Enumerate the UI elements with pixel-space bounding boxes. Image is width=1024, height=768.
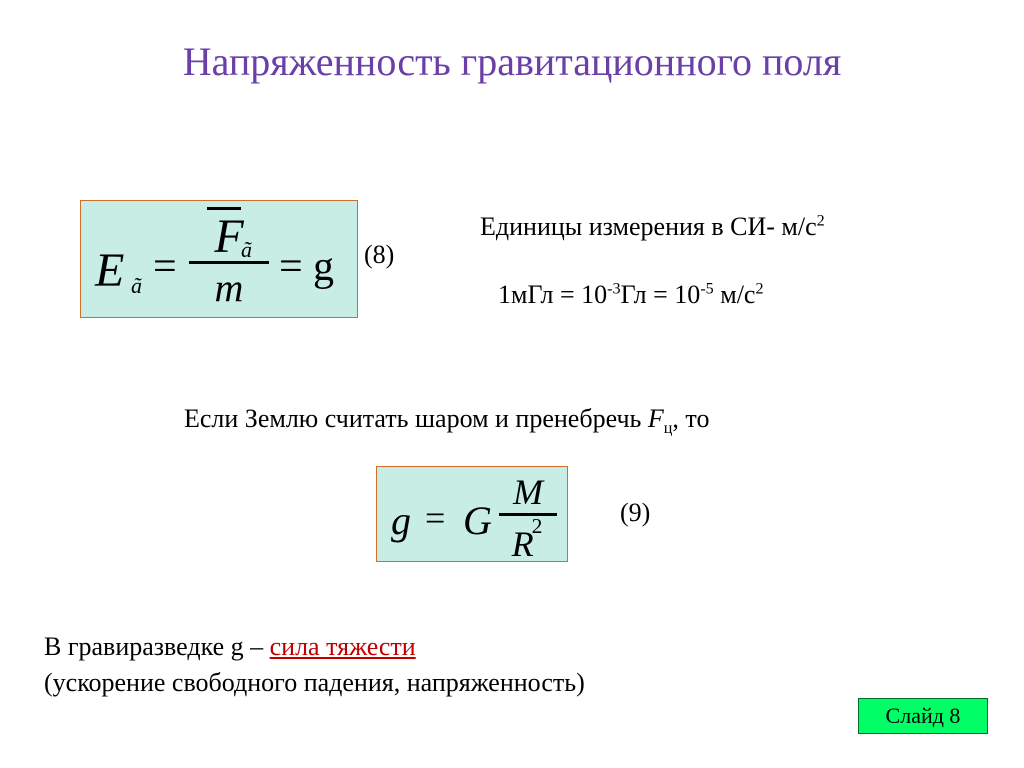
- eq2-den-exp: 2: [532, 514, 543, 538]
- mid-var: F: [648, 404, 664, 433]
- si-line2-exp1: -3: [607, 280, 620, 297]
- eq2-den-base: R: [512, 524, 534, 564]
- si-units-line1: Единицы измерения в СИ- м/с2: [480, 212, 825, 242]
- eq1-rhs-var: g: [313, 243, 334, 291]
- eq2-lhs: g: [391, 497, 411, 544]
- eq1-den-var: m: [189, 266, 269, 310]
- eq1-fraction: F ã m: [189, 209, 269, 310]
- eq2-den: R2: [499, 516, 557, 564]
- bottom-line-1: В гравиразведке g – сила тяжести: [44, 632, 416, 662]
- eq2-equals: =: [425, 497, 445, 539]
- eq1-num-sub: ã: [241, 237, 252, 263]
- si-line2-exp3: 2: [755, 280, 763, 297]
- eq2-fraction: M R2: [499, 473, 557, 564]
- si-line2-c: м/с: [714, 280, 756, 309]
- formula-box-field-strength: E ã = F ã m = g: [80, 200, 358, 318]
- eq1-equals-1: =: [153, 243, 177, 291]
- eq1-label: (8): [364, 240, 394, 270]
- si-line2-b: Гл = 10: [621, 280, 701, 309]
- bottom-line-2: (ускорение свободного падения, напряженн…: [44, 668, 585, 698]
- assumption-text: Если Землю считать шаром и пренебречь Fц…: [184, 404, 709, 438]
- slide-number-badge: Слайд 8: [858, 698, 988, 734]
- eq1-overbar: [207, 207, 241, 210]
- eq2-num: M: [499, 473, 557, 511]
- si-line1-text: Единицы измерения в СИ- м/с: [480, 212, 817, 241]
- page-title: Напряженность гравитационного поля: [0, 38, 1024, 85]
- eq2-big-g: G: [463, 497, 492, 544]
- si-units-line2: 1мГл = 10-3Гл = 10-5 м/с2: [498, 280, 764, 310]
- eq1-lhs-sub: ã: [131, 273, 142, 299]
- eq1-num-var: F: [214, 210, 243, 263]
- eq2-label: (9): [620, 498, 650, 528]
- si-line2-exp2: -5: [700, 280, 713, 297]
- si-line1-exp: 2: [817, 212, 825, 229]
- bottom1-emphasis: сила тяжести: [270, 632, 416, 661]
- mid-suffix: , то: [672, 404, 709, 433]
- eq1-equals-2: =: [279, 243, 303, 291]
- bottom1-prefix: В гравиразведке g –: [44, 632, 270, 661]
- si-line2-a: 1мГл = 10: [498, 280, 607, 309]
- mid-prefix: Если Землю считать шаром и пренебречь: [184, 404, 648, 433]
- formula-box-g: g = G M R2: [376, 466, 568, 562]
- eq1-lhs-var: E: [95, 243, 124, 298]
